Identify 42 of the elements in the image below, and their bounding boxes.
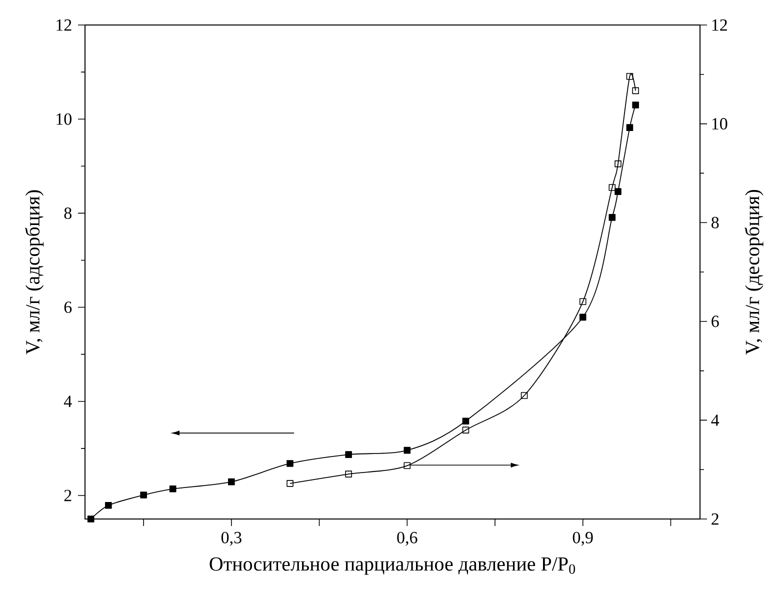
y-axis-title: V, мл/г (адсорбция) <box>25 190 44 354</box>
y2-tick-label: 2 <box>712 513 718 525</box>
y2-tick-label: 6 <box>712 316 719 328</box>
y-tick-label: 2 <box>64 490 72 502</box>
point <box>614 160 622 168</box>
point <box>632 102 639 108</box>
y-tick-label: 8 <box>64 207 72 219</box>
point <box>579 298 586 306</box>
point <box>169 485 176 492</box>
point <box>608 184 616 191</box>
x-axis-title: Относительное парциальное давление P/P$_{0}$ <box>210 557 576 575</box>
y-tick-label: 6 <box>64 302 72 314</box>
y2-axis-title: V, мл/г (десорбция) <box>744 190 764 355</box>
point <box>462 426 470 434</box>
x-tick-label: 0,9 <box>572 532 593 546</box>
point <box>462 418 470 425</box>
point <box>87 516 94 522</box>
point <box>105 502 112 509</box>
point <box>404 446 411 454</box>
y2-tick-label: 12 <box>712 19 727 31</box>
y2-tick-label: 10 <box>712 118 728 130</box>
point <box>626 72 634 80</box>
point <box>345 470 352 478</box>
point <box>286 480 294 487</box>
point <box>608 214 616 221</box>
point <box>614 188 622 195</box>
point <box>228 478 235 486</box>
point <box>140 492 147 498</box>
y-tick-label: 4 <box>64 396 72 407</box>
point <box>286 460 294 467</box>
y2-tick-label: 8 <box>712 216 719 228</box>
point <box>404 462 411 470</box>
point <box>579 314 586 321</box>
y2-tick-label: 4 <box>711 414 720 426</box>
point <box>626 124 634 131</box>
x-tick-label: 0,6 <box>397 532 418 546</box>
y-tick-label: 10 <box>56 113 72 125</box>
point <box>520 392 528 399</box>
y-tick-label: 12 <box>56 19 72 31</box>
point <box>345 451 352 458</box>
point <box>632 87 639 94</box>
x-tick-label: 0,3 <box>221 532 242 546</box>
